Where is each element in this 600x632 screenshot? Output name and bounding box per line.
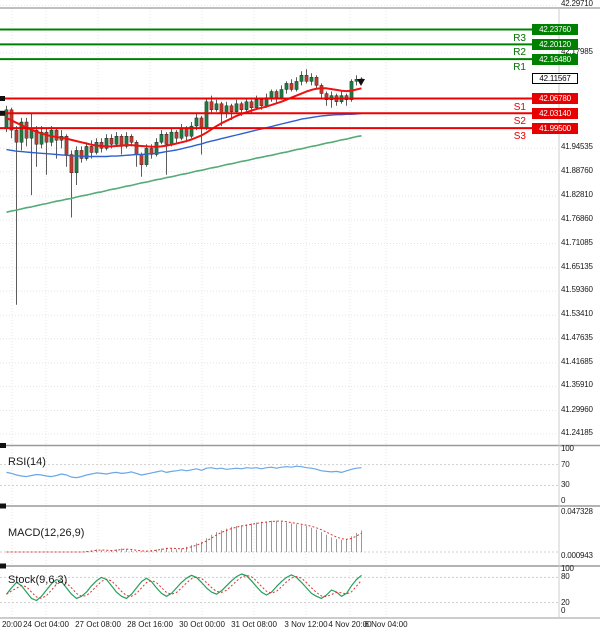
time-axis-label: 24 Oct 04:00 xyxy=(23,620,69,629)
price-axis-label: 42.17985 xyxy=(561,47,593,56)
time-axis-label: 28 Oct 16:00 xyxy=(127,620,173,629)
rsi-pane-label: RSI(14) xyxy=(8,456,46,468)
stoch-scale-label: 100 xyxy=(561,564,574,573)
macd-scale-max: 0.047328 xyxy=(561,507,593,516)
price-axis-label: 41.76860 xyxy=(561,214,593,223)
price-axis-label: 41.24185 xyxy=(561,428,593,437)
price-axis-label: 41.59360 xyxy=(561,285,593,295)
rsi-scale-label: 0 xyxy=(561,496,566,505)
support-price-badge: 42.06780 xyxy=(532,93,578,104)
stoch-pane-label: Stock(9,6,3) xyxy=(8,574,68,586)
support-level-label: S2 xyxy=(513,116,526,128)
stoch-scale-label: 80 xyxy=(561,572,570,582)
time-axis-label: 3 Nov 12:00 xyxy=(284,620,328,629)
time-axis-label: 30 Oct 00:00 xyxy=(179,620,225,629)
macd-scale-value: 0.000943 xyxy=(561,551,593,560)
stoch-scale-label: 0 xyxy=(561,606,566,615)
stoch-scale-label: 20 xyxy=(561,597,570,607)
price-axis-label: 41.94535 xyxy=(561,142,593,152)
resistance-level-label: R1 xyxy=(513,62,526,74)
time-axis-label: 31 Oct 08:00 xyxy=(231,620,277,629)
price-axis-label: 42.29710 xyxy=(561,0,593,9)
rsi-scale-label: 30 xyxy=(561,480,570,490)
time-axis-label: 4 Nov 20:00 xyxy=(328,620,372,629)
price-axis-label: 41.82810 xyxy=(561,189,593,199)
rsi-scale-label: 70 xyxy=(561,459,570,469)
price-axis-label: 41.71085 xyxy=(561,237,593,247)
macd-pane-label: MACD(12,26,9) xyxy=(8,527,85,539)
time-axis-label: 6 Nov 04:00 xyxy=(364,620,408,629)
price-marker-arrow-icon xyxy=(357,79,365,86)
price-axis-label: 41.53410 xyxy=(561,309,593,319)
time-axis-label: 20:00 xyxy=(1,620,23,629)
resistance-price-badge: 42.23760 xyxy=(532,24,578,35)
time-axis-label: 27 Oct 08:00 xyxy=(75,620,121,629)
resistance-price-badge: 42.20120 xyxy=(532,38,578,50)
price-axis-label: 41.41685 xyxy=(561,356,593,366)
price-axis-label: 41.29960 xyxy=(561,404,593,414)
support-price-badge: 42.03140 xyxy=(532,107,578,119)
support-price-badge: 41.99500 xyxy=(532,122,578,134)
current-price-badge: 42.11567 xyxy=(532,73,578,85)
price-axis-label: 41.88760 xyxy=(561,165,593,175)
rsi-scale-label: 100 xyxy=(561,444,574,453)
price-axis-label: 41.65135 xyxy=(561,261,593,271)
price-axis-label: 41.35910 xyxy=(561,380,593,390)
support-level-label: S1 xyxy=(513,101,526,113)
price-axis-label: 41.47635 xyxy=(561,332,593,342)
resistance-level-label: R3 xyxy=(513,32,526,44)
resistance-price-badge: 42.16480 xyxy=(532,53,578,65)
support-level-label: S3 xyxy=(513,131,526,143)
resistance-level-label: R2 xyxy=(513,47,526,59)
